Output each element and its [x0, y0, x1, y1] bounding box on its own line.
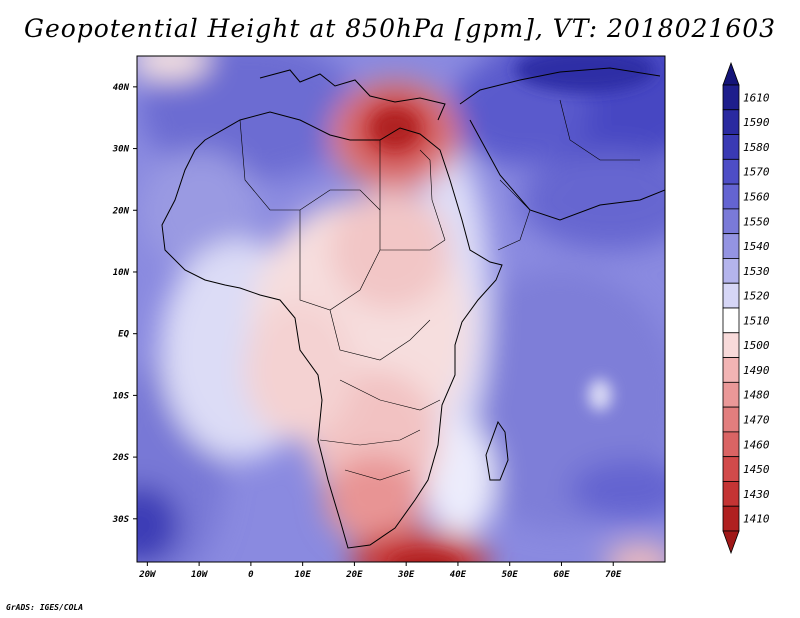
colorbar-label: 1490 [743, 364, 770, 377]
colorbar-swatch [722, 282, 740, 309]
colorbar-label: 1500 [743, 339, 770, 352]
colorbar-label: 1480 [743, 389, 770, 402]
colorbar-swatch [722, 258, 740, 284]
colorbar-swatch [722, 481, 740, 507]
colorbar-label: 1530 [743, 265, 770, 278]
country-borders [239, 99, 640, 481]
colorbar-swatch [722, 183, 740, 210]
colorbar-label: 1550 [743, 215, 770, 228]
lon-tick-label: 0 [248, 570, 254, 580]
colorbar-swatch [722, 381, 740, 408]
lon-tick-label: 70E [605, 570, 622, 580]
lat-tick-label: 10N [113, 268, 130, 278]
colorbar-swatch [722, 456, 740, 482]
colorbar-swatch [722, 134, 740, 160]
lon-tick-label: 60E [553, 570, 570, 580]
colorbar-swatch [722, 208, 740, 235]
lat-tick-label: EQ [118, 330, 129, 340]
colorbar-swatch [722, 109, 740, 135]
lon-tick-label: 20W [138, 570, 157, 580]
colorbar-swatch [722, 158, 740, 185]
lon-tick-label: 10W [191, 570, 209, 580]
lat-tick-label: 30S [112, 515, 130, 525]
longitude-axis: 20W 10W 0 10E 20E 30E 40E 50E 60E 70E [138, 562, 622, 580]
colorbar-label: 1520 [743, 290, 770, 303]
coastlines [161, 67, 665, 549]
colorbar-label: 1510 [743, 314, 770, 327]
colorbar-swatch [722, 233, 740, 259]
colorbar-swatch [722, 505, 740, 532]
lat-tick-label: 40N [113, 83, 130, 93]
colorbar-label: 1560 [743, 191, 770, 204]
colorbar-swatch [722, 431, 740, 458]
colorbar-bottom-arrow [722, 530, 740, 555]
colorbar-label: 1610 [743, 91, 770, 104]
colorbar-swatch [722, 357, 740, 383]
colorbar-label: 1450 [743, 463, 770, 476]
latitude-axis: 40N 30N 20N 10N EQ 10S 20S 30S [112, 83, 137, 525]
colorbar-label: 1430 [743, 488, 770, 501]
lon-tick-label: 20E [345, 570, 363, 580]
lon-tick-label: 10E [295, 570, 312, 580]
lat-tick-label: 20N [112, 206, 130, 216]
lat-tick-label: 10S [113, 391, 130, 401]
plot-frame [136, 55, 666, 563]
height-field [137, 56, 665, 562]
colorbar-label: 1570 [743, 166, 770, 179]
colorbar-label: 1460 [743, 438, 770, 451]
colorbar-label: 1410 [743, 513, 770, 526]
colorbar-swatch [722, 84, 740, 111]
colorbar-label: 1540 [743, 240, 770, 253]
colorbar-swatch [722, 332, 740, 358]
lat-tick-label: 20S [112, 453, 130, 463]
colorbar-label: 1580 [743, 141, 770, 154]
colorbar-swatch [722, 406, 740, 433]
colorbar-top-arrow [722, 61, 740, 86]
colorbar-label: 1590 [743, 116, 770, 129]
lon-tick-label: 40E [450, 570, 467, 580]
colorbar-swatch [722, 307, 740, 334]
lat-tick-label: 30N [112, 145, 130, 155]
credit-text: GrADS: IGES/COLA [6, 603, 84, 612]
lon-tick-label: 50E [502, 570, 519, 580]
lon-tick-label: 30E [397, 570, 415, 580]
colorbar: 1610 1590 1580 1570 1560 1550 1540 1530 1520 1510… [722, 61, 770, 555]
map-title: Geopotential Height at 850hPa [gpm], VT:… [23, 14, 777, 43]
colorbar-label: 1470 [743, 414, 770, 427]
